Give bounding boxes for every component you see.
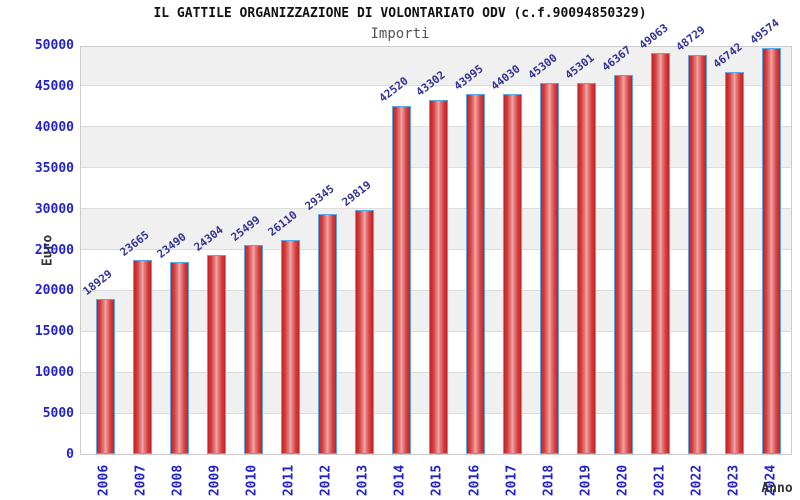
x-tick-label-2021: 2021 <box>652 464 668 497</box>
x-tick-label-2023: 2023 <box>726 464 742 497</box>
bar-2012 <box>317 214 337 454</box>
x-tick-label-2014: 2014 <box>392 464 408 497</box>
y-tick-label: 15000 <box>34 324 74 340</box>
bar-2011 <box>280 240 300 454</box>
bar-2018 <box>540 83 560 454</box>
x-tick-label-2013: 2013 <box>355 464 371 497</box>
bar-2010 <box>243 245 263 454</box>
bar-2019 <box>577 83 597 454</box>
y-tick-label: 45000 <box>34 78 74 94</box>
x-tick-label-2011: 2011 <box>281 464 297 497</box>
x-tick-label-2006: 2006 <box>96 464 112 497</box>
bar-2008 <box>169 262 189 454</box>
y-axis-title: Euro <box>40 234 56 267</box>
x-tick-label-2022: 2022 <box>689 464 705 497</box>
y-tick-label: 10000 <box>34 365 74 381</box>
x-tick-label-2020: 2020 <box>615 464 631 497</box>
gridline-45000 <box>81 85 791 87</box>
x-tick-label-2009: 2009 <box>207 464 223 497</box>
y-tick-label: 50000 <box>34 38 74 53</box>
bar-2022 <box>688 55 708 454</box>
x-tick-label-2008: 2008 <box>170 464 186 497</box>
bar-2009 <box>206 255 226 454</box>
x-tick-label-2007: 2007 <box>133 464 149 497</box>
x-tick-label-2018: 2018 <box>541 464 557 497</box>
bar-2016 <box>466 94 485 454</box>
x-tick-label-2017: 2017 <box>504 464 520 497</box>
bar-2024 <box>762 48 782 454</box>
bar-2021 <box>651 53 671 454</box>
bar-2020 <box>614 75 634 454</box>
bar-2007 <box>132 260 152 454</box>
bar-2023 <box>725 72 745 454</box>
bar-2017 <box>503 94 523 454</box>
bar-2013 <box>354 210 374 454</box>
chart-subtitle: Importi <box>370 26 430 42</box>
y-tick-label: 0 <box>66 447 74 462</box>
y-tick-label: 5000 <box>42 406 74 422</box>
y-tick-label: 25000 <box>34 242 74 258</box>
chart-title: IL GATTILE ORGANIZZAZIONE DI VOLONTARIAT… <box>153 6 647 21</box>
x-axis-title: Anno <box>761 481 793 496</box>
x-tick-label-2012: 2012 <box>318 464 334 497</box>
plot-area <box>80 46 792 455</box>
x-tick-label-2019: 2019 <box>578 464 594 497</box>
y-tick-label: 40000 <box>34 119 74 135</box>
x-tick-label-2010: 2010 <box>244 464 260 497</box>
x-tick-label-2016: 2016 <box>467 464 482 497</box>
y-tick-label: 35000 <box>34 160 74 176</box>
y-tick-label: 20000 <box>34 283 74 299</box>
bar-2006 <box>95 299 115 454</box>
x-tick-label-2015: 2015 <box>429 464 445 497</box>
bar-2014 <box>391 106 411 454</box>
y-tick-label: 30000 <box>34 201 74 217</box>
bar-2015 <box>428 100 448 454</box>
